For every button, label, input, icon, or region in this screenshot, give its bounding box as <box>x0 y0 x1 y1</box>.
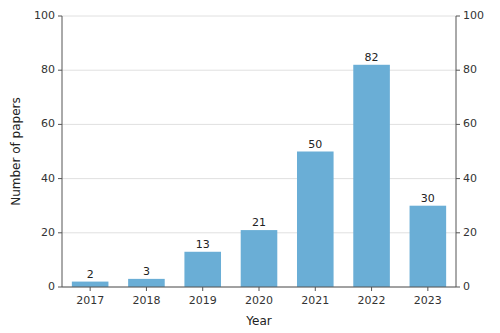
bar <box>297 152 334 288</box>
x-tick <box>427 287 428 291</box>
y-tick-label: 100 <box>34 9 55 22</box>
y-tick <box>58 178 62 179</box>
bar <box>72 282 109 287</box>
grid-line <box>62 124 456 125</box>
y2-tick-label: 40 <box>463 172 477 185</box>
grid <box>62 16 456 287</box>
x-tick <box>371 287 372 291</box>
y2-tick-label: 100 <box>463 9 484 22</box>
data-label: 82 <box>365 51 379 64</box>
y-tick-label: 60 <box>41 117 55 130</box>
grid-line <box>62 16 456 17</box>
data-labels: 2 3 13 21 50 82 30 <box>87 51 435 281</box>
x-tick-label: 2023 <box>414 294 442 307</box>
y2-tick <box>456 70 460 71</box>
y-tick <box>58 232 62 233</box>
y-tick <box>58 70 62 71</box>
y2-tick-label: 80 <box>463 63 477 76</box>
bars <box>72 65 446 287</box>
y-tick-label: 0 <box>48 280 55 293</box>
x-tick <box>90 287 91 291</box>
chart-container: 2313215082300020204040606080801001002017… <box>0 0 500 333</box>
y2-tick <box>456 124 460 125</box>
y2-tick <box>456 232 460 233</box>
y-tick <box>58 287 62 288</box>
y2-tick-label: 60 <box>463 117 477 130</box>
data-label: 21 <box>252 216 266 229</box>
chart-svg: 2313215082300020204040606080801001002017… <box>0 0 500 333</box>
x-tick-label: 2020 <box>245 294 273 307</box>
x-tick-label: 2018 <box>132 294 160 307</box>
y-axis-label: Number of papers <box>9 97 23 206</box>
data-label: 3 <box>143 265 150 278</box>
axes: 0020204040606080801001002017201820192020… <box>34 9 484 307</box>
y2-tick <box>456 178 460 179</box>
data-label: 2 <box>87 268 94 281</box>
x-tick <box>146 287 147 291</box>
x-axis-label: Year <box>245 314 271 328</box>
bar <box>128 279 165 287</box>
bar <box>184 252 221 287</box>
y2-axis-line <box>456 16 457 287</box>
x-tick-label: 2022 <box>358 294 386 307</box>
y-tick <box>58 124 62 125</box>
bar <box>410 206 447 287</box>
data-label: 13 <box>196 238 210 251</box>
y-tick-label: 80 <box>41 63 55 76</box>
grid-line <box>62 70 456 71</box>
x-tick-label: 2019 <box>189 294 217 307</box>
y2-tick-label: 20 <box>463 226 477 239</box>
y-tick <box>58 16 62 17</box>
x-tick <box>315 287 316 291</box>
x-tick-label: 2017 <box>76 294 104 307</box>
x-tick <box>202 287 203 291</box>
y2-tick <box>456 287 460 288</box>
y-tick-label: 40 <box>41 172 55 185</box>
bar <box>353 65 390 287</box>
data-label: 50 <box>308 138 322 151</box>
x-tick <box>259 287 260 291</box>
y-axis-line <box>62 16 63 287</box>
y2-tick <box>456 16 460 17</box>
bar <box>241 230 278 287</box>
y-tick-label: 20 <box>41 226 55 239</box>
grid-line <box>62 178 456 179</box>
data-label: 30 <box>421 192 435 205</box>
y2-tick-label: 0 <box>463 280 470 293</box>
x-tick-label: 2021 <box>301 294 329 307</box>
